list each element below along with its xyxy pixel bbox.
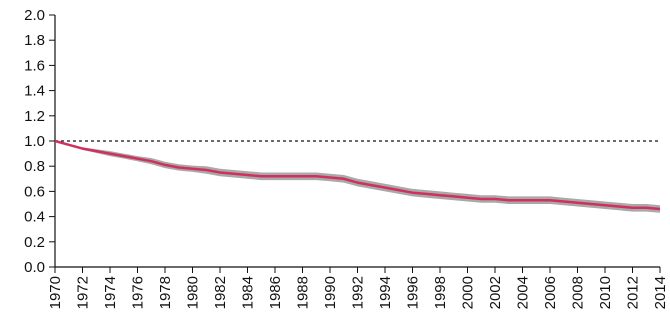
y-tick-label: 0.6 (24, 183, 45, 200)
x-tick-label: 2006 (542, 276, 559, 309)
y-tick-label: 0.4 (24, 209, 45, 226)
x-tick-label: 1986 (267, 276, 284, 309)
y-tick-label: 0.0 (24, 259, 45, 276)
x-tick-label: 2014 (652, 276, 669, 309)
x-tick-label: 1996 (405, 276, 422, 309)
y-tick-label: 1.0 (24, 133, 45, 150)
x-tick-label: 1988 (295, 276, 312, 309)
x-tick-label: 1994 (377, 276, 394, 309)
x-tick-label: 2010 (597, 276, 614, 309)
x-tick-label: 1978 (157, 276, 174, 309)
y-tick-label: 1.8 (24, 32, 45, 49)
plot-area (54, 139, 661, 213)
x-tick-label: 2004 (515, 276, 532, 309)
x-axis: 1970 1972 1974 1976 1978 1980 1982 1984 1986 1988… (47, 266, 669, 309)
y-tick-label: 0.8 (24, 158, 45, 175)
y-tick-label: 0.2 (24, 234, 45, 251)
x-tick-label: 2008 (570, 276, 587, 309)
x-tick-label: 1998 (432, 276, 449, 309)
x-tick-label: 1984 (240, 276, 257, 309)
x-tick-label: 2012 (625, 276, 642, 309)
x-tick-label: 1970 (47, 276, 64, 309)
x-tick-label: 1972 (75, 276, 92, 309)
x-tick-label: 1992 (350, 276, 367, 309)
x-tick-label: 1974 (102, 276, 119, 309)
y-tick-label: 1.2 (24, 108, 45, 125)
x-tick-label: 1976 (130, 276, 147, 309)
x-tick-label: 1980 (185, 276, 202, 309)
x-tick-label: 2002 (487, 276, 504, 309)
y-tick-label: 1.4 (24, 83, 45, 100)
series-line (54, 139, 661, 211)
x-tick-label: 1982 (212, 276, 229, 309)
y-tick-label: 1.6 (24, 57, 45, 74)
x-tick-label: 1990 (322, 276, 339, 309)
x-tick-label: 2000 (460, 276, 477, 309)
y-axis: 0.0 0.2 0.4 0.6 0.8 1.0 1.2 1.4 1.6 1.8 2.0 (24, 7, 56, 276)
y-tick-label: 2.0 (24, 7, 45, 24)
